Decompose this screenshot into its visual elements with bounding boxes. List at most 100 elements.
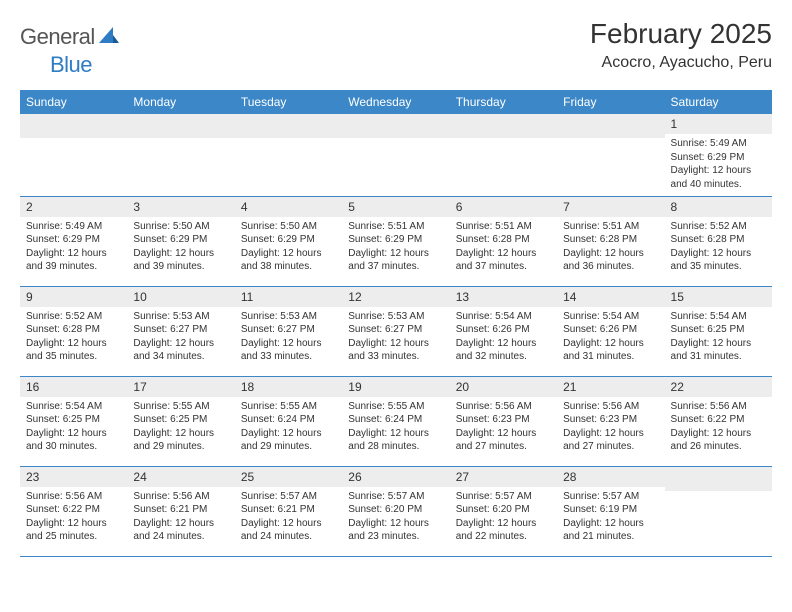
- daylight-text-2: and 24 minutes.: [133, 530, 228, 544]
- daylight-text-2: and 21 minutes.: [563, 530, 658, 544]
- daylight-text-2: and 28 minutes.: [348, 440, 443, 454]
- sunset-text: Sunset: 6:29 PM: [26, 233, 121, 247]
- daylight-text-2: and 27 minutes.: [456, 440, 551, 454]
- daylight-text-1: Daylight: 12 hours: [456, 427, 551, 441]
- day-header-sat: Saturday: [665, 90, 772, 114]
- daylight-text-2: and 33 minutes.: [241, 350, 336, 364]
- sunrise-text: Sunrise: 5:50 AM: [241, 220, 336, 234]
- sunrise-text: Sunrise: 5:57 AM: [563, 490, 658, 504]
- day-empty: [235, 114, 342, 138]
- day-number: 26: [342, 467, 449, 487]
- day-cell: 10Sunrise: 5:53 AMSunset: 6:27 PMDayligh…: [127, 286, 234, 376]
- day-cell: 14Sunrise: 5:54 AMSunset: 6:26 PMDayligh…: [557, 286, 664, 376]
- sunrise-text: Sunrise: 5:56 AM: [26, 490, 121, 504]
- day-number: 27: [450, 467, 557, 487]
- daylight-text-1: Daylight: 12 hours: [26, 517, 121, 531]
- sunset-text: Sunset: 6:19 PM: [563, 503, 658, 517]
- sunset-text: Sunset: 6:22 PM: [26, 503, 121, 517]
- day-number: 28: [557, 467, 664, 487]
- daylight-text-2: and 31 minutes.: [563, 350, 658, 364]
- day-body: Sunrise: 5:57 AMSunset: 6:21 PMDaylight:…: [235, 487, 342, 548]
- daylight-text-2: and 32 minutes.: [456, 350, 551, 364]
- day-number: 12: [342, 287, 449, 307]
- day-cell: 16Sunrise: 5:54 AMSunset: 6:25 PMDayligh…: [20, 376, 127, 466]
- day-cell: 27Sunrise: 5:57 AMSunset: 6:20 PMDayligh…: [450, 466, 557, 556]
- day-empty: [20, 114, 127, 138]
- sunset-text: Sunset: 6:21 PM: [133, 503, 228, 517]
- day-body: Sunrise: 5:57 AMSunset: 6:19 PMDaylight:…: [557, 487, 664, 548]
- day-cell: 13Sunrise: 5:54 AMSunset: 6:26 PMDayligh…: [450, 286, 557, 376]
- week-row: 2Sunrise: 5:49 AMSunset: 6:29 PMDaylight…: [20, 196, 772, 286]
- sunrise-text: Sunrise: 5:53 AM: [241, 310, 336, 324]
- daylight-text-2: and 27 minutes.: [563, 440, 658, 454]
- day-cell: 24Sunrise: 5:56 AMSunset: 6:21 PMDayligh…: [127, 466, 234, 556]
- sunrise-text: Sunrise: 5:50 AM: [133, 220, 228, 234]
- daylight-text-1: Daylight: 12 hours: [671, 427, 766, 441]
- day-number: 24: [127, 467, 234, 487]
- day-number: 6: [450, 197, 557, 217]
- logo-text-blue: Blue: [50, 52, 92, 77]
- day-number: 20: [450, 377, 557, 397]
- sunrise-text: Sunrise: 5:56 AM: [133, 490, 228, 504]
- day-cell: 8Sunrise: 5:52 AMSunset: 6:28 PMDaylight…: [665, 196, 772, 286]
- sunset-text: Sunset: 6:20 PM: [348, 503, 443, 517]
- sunrise-text: Sunrise: 5:55 AM: [241, 400, 336, 414]
- day-body: Sunrise: 5:52 AMSunset: 6:28 PMDaylight:…: [665, 217, 772, 278]
- daylight-text-1: Daylight: 12 hours: [563, 247, 658, 261]
- day-header-tue: Tuesday: [235, 90, 342, 114]
- day-body: Sunrise: 5:54 AMSunset: 6:25 PMDaylight:…: [665, 307, 772, 368]
- day-header-mon: Monday: [127, 90, 234, 114]
- day-cell: 11Sunrise: 5:53 AMSunset: 6:27 PMDayligh…: [235, 286, 342, 376]
- daylight-text-2: and 33 minutes.: [348, 350, 443, 364]
- sunset-text: Sunset: 6:28 PM: [456, 233, 551, 247]
- daylight-text-2: and 24 minutes.: [241, 530, 336, 544]
- daylight-text-2: and 29 minutes.: [133, 440, 228, 454]
- daylight-text-2: and 26 minutes.: [671, 440, 766, 454]
- day-cell: [20, 114, 127, 196]
- day-body: Sunrise: 5:56 AMSunset: 6:21 PMDaylight:…: [127, 487, 234, 548]
- sunrise-text: Sunrise: 5:51 AM: [348, 220, 443, 234]
- day-body: Sunrise: 5:52 AMSunset: 6:28 PMDaylight:…: [20, 307, 127, 368]
- week-row: 16Sunrise: 5:54 AMSunset: 6:25 PMDayligh…: [20, 376, 772, 466]
- day-body: Sunrise: 5:50 AMSunset: 6:29 PMDaylight:…: [235, 217, 342, 278]
- daylight-text-2: and 39 minutes.: [26, 260, 121, 274]
- sunset-text: Sunset: 6:27 PM: [348, 323, 443, 337]
- calendar-body: 1Sunrise: 5:49 AMSunset: 6:29 PMDaylight…: [20, 114, 772, 556]
- location-text: Acocro, Ayacucho, Peru: [590, 54, 772, 72]
- sunrise-text: Sunrise: 5:54 AM: [671, 310, 766, 324]
- sunset-text: Sunset: 6:24 PM: [241, 413, 336, 427]
- daylight-text-1: Daylight: 12 hours: [348, 517, 443, 531]
- day-number: 25: [235, 467, 342, 487]
- day-body: Sunrise: 5:51 AMSunset: 6:28 PMDaylight:…: [450, 217, 557, 278]
- day-body: Sunrise: 5:51 AMSunset: 6:29 PMDaylight:…: [342, 217, 449, 278]
- daylight-text-2: and 35 minutes.: [26, 350, 121, 364]
- day-cell: 19Sunrise: 5:55 AMSunset: 6:24 PMDayligh…: [342, 376, 449, 466]
- day-cell: 15Sunrise: 5:54 AMSunset: 6:25 PMDayligh…: [665, 286, 772, 376]
- sunrise-text: Sunrise: 5:51 AM: [456, 220, 551, 234]
- sunset-text: Sunset: 6:29 PM: [671, 151, 766, 165]
- sunset-text: Sunset: 6:21 PM: [241, 503, 336, 517]
- daylight-text-1: Daylight: 12 hours: [26, 427, 121, 441]
- day-header-sun: Sunday: [20, 90, 127, 114]
- day-number: 21: [557, 377, 664, 397]
- daylight-text-2: and 25 minutes.: [26, 530, 121, 544]
- day-empty: [665, 467, 772, 491]
- daylight-text-1: Daylight: 12 hours: [133, 427, 228, 441]
- sunset-text: Sunset: 6:27 PM: [241, 323, 336, 337]
- calendar-page: General February 2025 Acocro, Ayacucho, …: [0, 0, 792, 567]
- sunset-text: Sunset: 6:24 PM: [348, 413, 443, 427]
- week-row: 9Sunrise: 5:52 AMSunset: 6:28 PMDaylight…: [20, 286, 772, 376]
- daylight-text-2: and 34 minutes.: [133, 350, 228, 364]
- daylight-text-2: and 37 minutes.: [348, 260, 443, 274]
- day-number: 4: [235, 197, 342, 217]
- daylight-text-1: Daylight: 12 hours: [671, 337, 766, 351]
- daylight-text-2: and 22 minutes.: [456, 530, 551, 544]
- day-body: Sunrise: 5:56 AMSunset: 6:23 PMDaylight:…: [450, 397, 557, 458]
- sunset-text: Sunset: 6:20 PM: [456, 503, 551, 517]
- sunrise-text: Sunrise: 5:56 AM: [456, 400, 551, 414]
- daylight-text-2: and 38 minutes.: [241, 260, 336, 274]
- day-body: Sunrise: 5:53 AMSunset: 6:27 PMDaylight:…: [235, 307, 342, 368]
- day-empty: [127, 114, 234, 138]
- title-block: February 2025 Acocro, Ayacucho, Peru: [590, 18, 772, 72]
- day-cell: 7Sunrise: 5:51 AMSunset: 6:28 PMDaylight…: [557, 196, 664, 286]
